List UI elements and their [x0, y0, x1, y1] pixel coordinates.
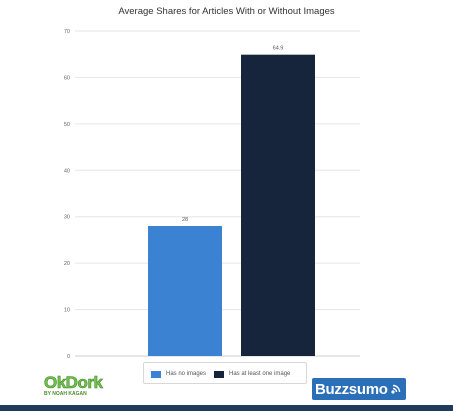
- y-tick-label: 10: [64, 308, 70, 314]
- okdork-logo: OkDork BY NOAH KAGAN: [44, 374, 106, 402]
- legend-item-no-images[interactable]: Has no images: [151, 369, 206, 379]
- bar-value-label: 28: [182, 217, 188, 223]
- legend: Has no images Has at least one image: [143, 362, 307, 384]
- legend-label-no-images: Has no images: [166, 371, 207, 377]
- buzzsumo-logo: Buzzsumo: [312, 378, 406, 400]
- okdork-logo-subtitle: BY NOAH KAGAN: [44, 391, 87, 397]
- y-tick-label: 50: [64, 122, 70, 128]
- y-tick-label: 70: [64, 29, 70, 35]
- y-tick-label: 40: [64, 168, 70, 174]
- legend-label-with-image: Has at least one image: [229, 371, 291, 377]
- bar-with-image[interactable]: [241, 54, 315, 357]
- bar-value-label: 64.9: [273, 46, 284, 52]
- y-tick-label: 60: [64, 75, 70, 81]
- chart-title: Average Shares for Articles With or With…: [118, 6, 335, 17]
- legend-swatch-with-image: [214, 370, 224, 378]
- legend-item-with-image[interactable]: Has at least one image: [214, 369, 290, 379]
- y-tick-label: 20: [64, 261, 70, 267]
- legend-swatch-no-images: [151, 370, 161, 378]
- signal-icon: [391, 384, 400, 394]
- bar-no-images[interactable]: [148, 226, 222, 356]
- bottom-band: [0, 405, 453, 411]
- y-tick-label: 0: [67, 354, 70, 360]
- buzzsumo-logo-text: Buzzsumo: [315, 380, 388, 398]
- okdork-logo-text: OkDork: [44, 373, 104, 392]
- y-tick-label: 30: [64, 215, 70, 221]
